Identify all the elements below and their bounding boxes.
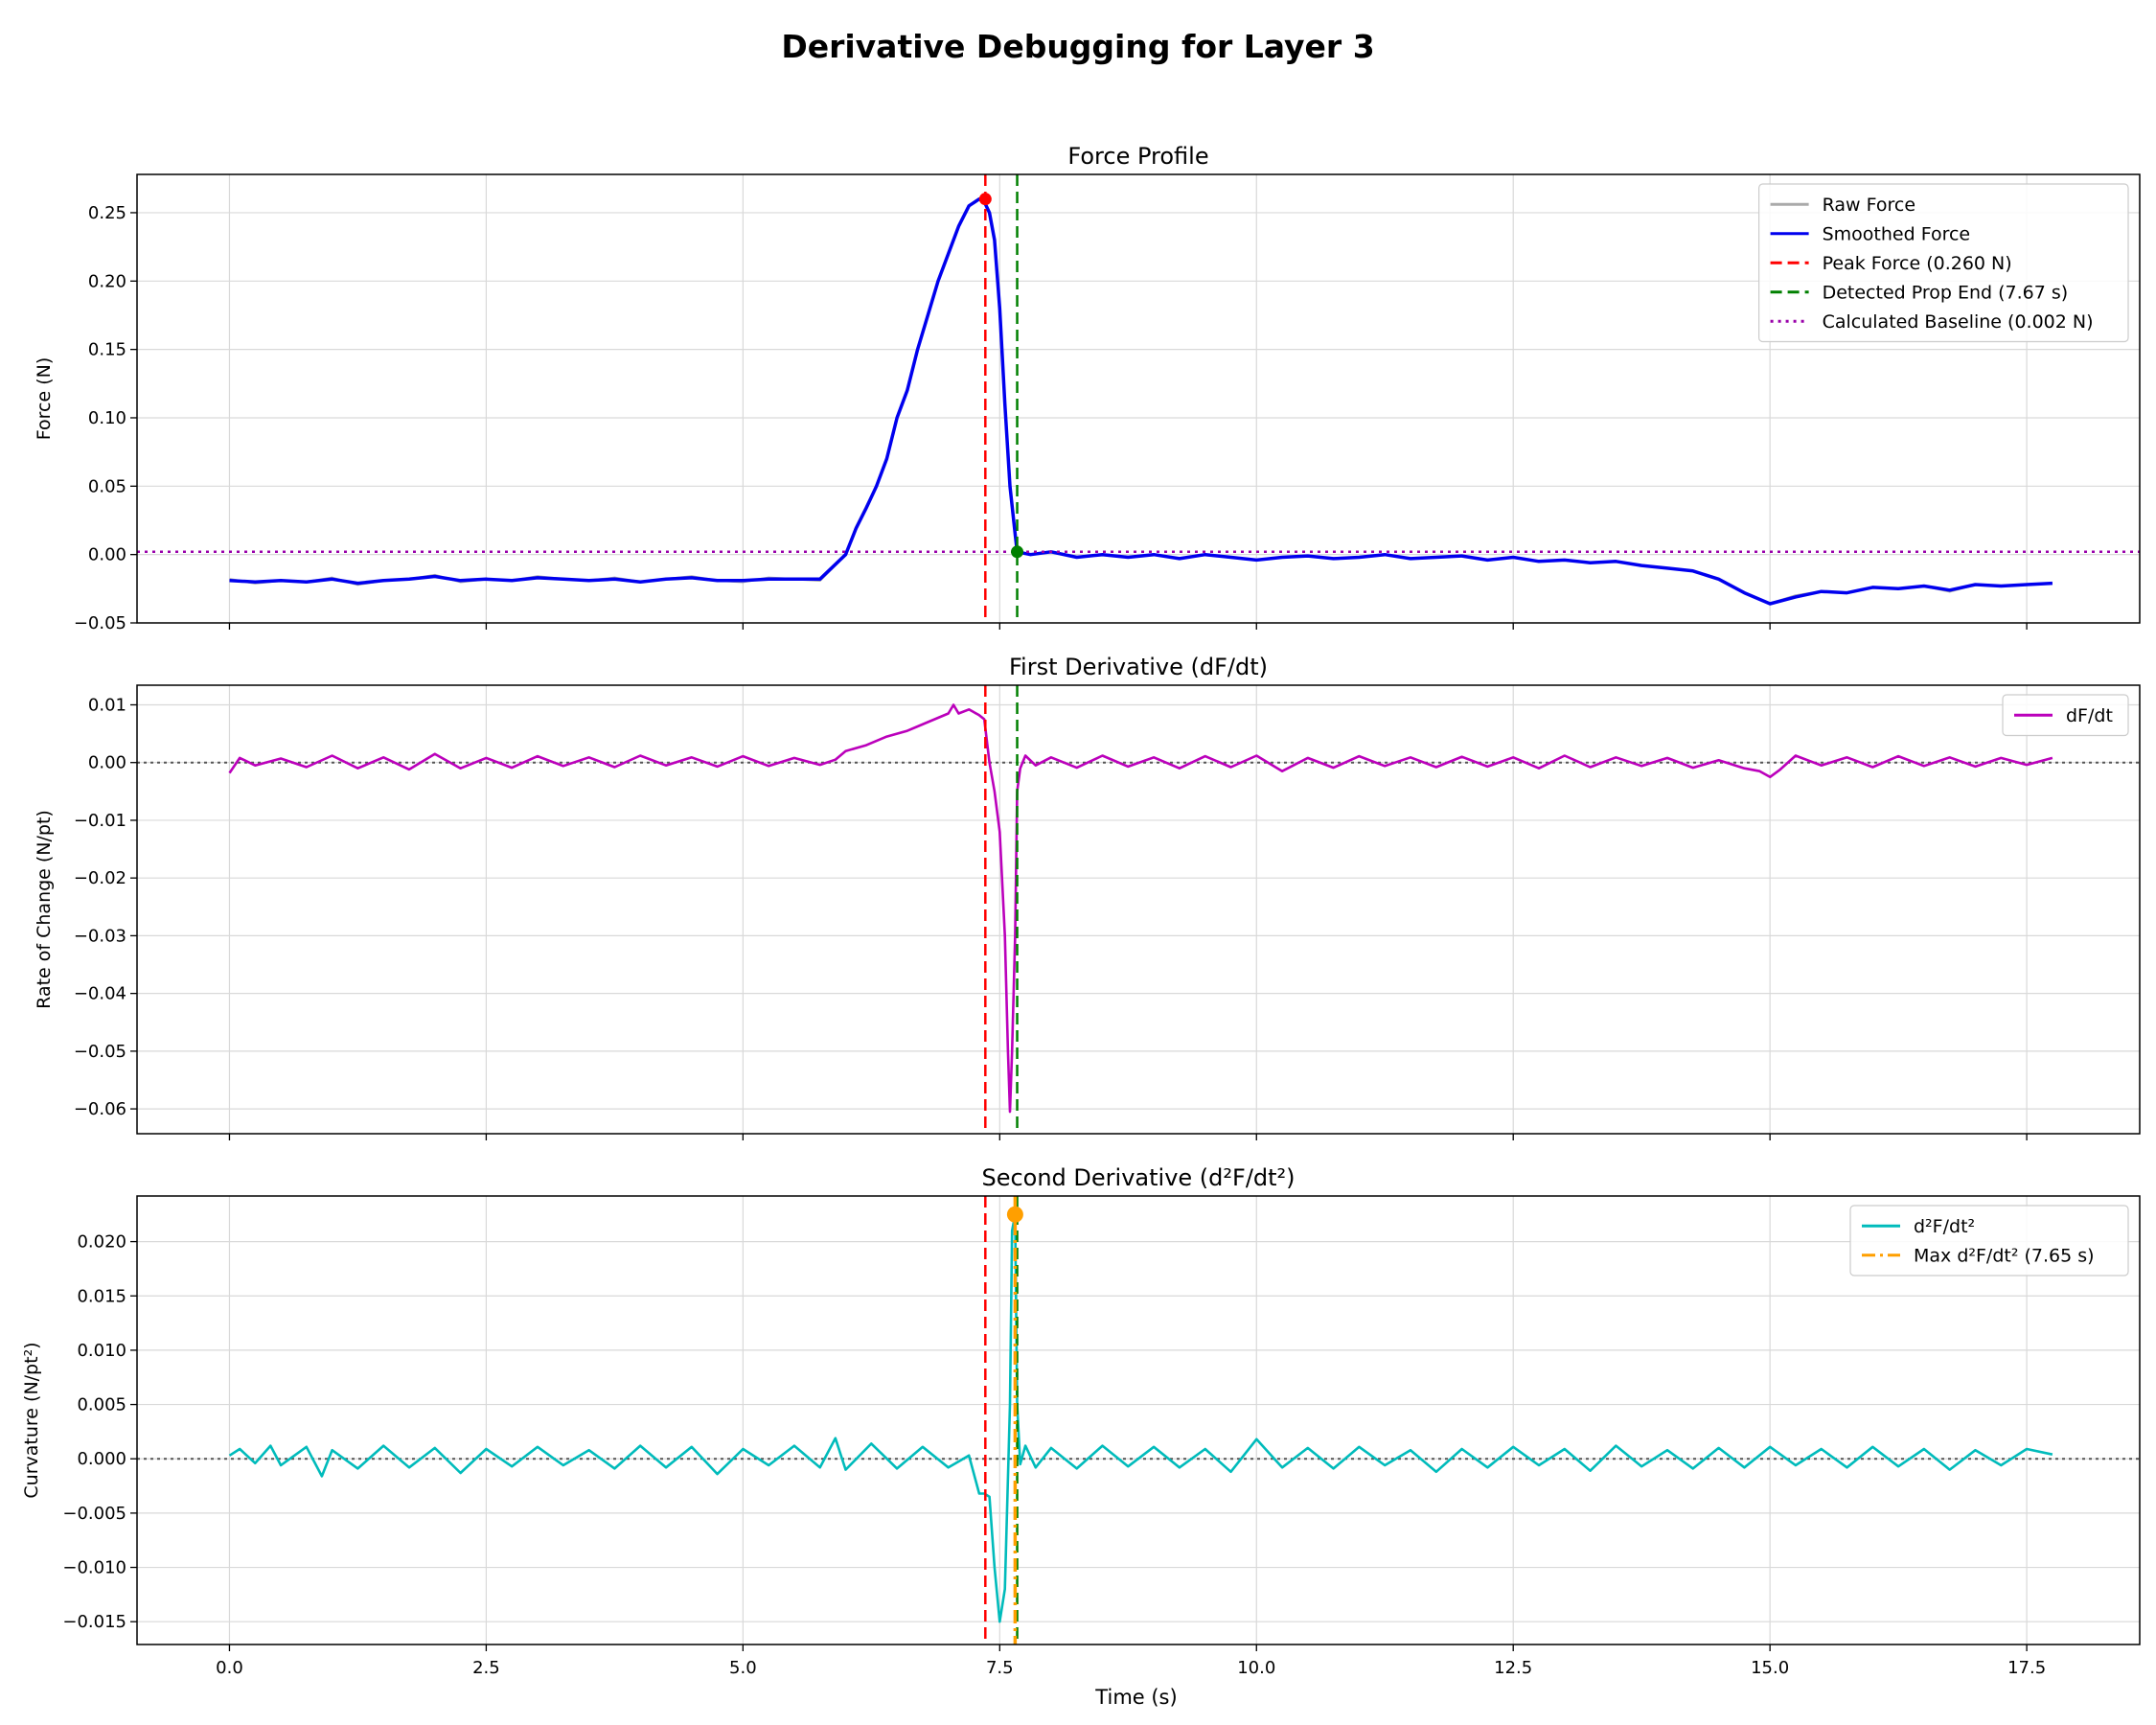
y-axis-label: Force (N) (34, 357, 55, 440)
figure-title: Derivative Debugging for Layer 3 (781, 28, 1374, 65)
legend-box (1849, 1205, 2129, 1276)
panel-1: −0.05 0.00 0.05 0.10 0.15 0.20 0.25 Force Profi… (34, 143, 2141, 633)
x-tick-label: 15.0 (1751, 1658, 1789, 1678)
y-axis-label: Rate of Change (N/pt) (34, 810, 55, 1009)
y-tick-label: 0.20 (88, 271, 126, 291)
plot-area (137, 685, 2140, 1134)
legend-label: Raw Force (1823, 195, 1915, 216)
legend-label: Peak Force (0.260 N) (1823, 253, 2012, 274)
panel-title: Second Derivative (d²F/dt²) (981, 1164, 1295, 1191)
y-tick-label: −0.04 (74, 984, 126, 1004)
x-tick-label: 2.5 (472, 1658, 500, 1678)
y-tick-label: 0.015 (77, 1286, 126, 1306)
y-tick-label: 0.00 (88, 545, 126, 565)
y-tick-label: −0.06 (74, 1099, 126, 1119)
y-tick-label: −0.05 (74, 1042, 126, 1062)
series-line-2 (229, 196, 2053, 606)
y-tick-label: 0.020 (77, 1232, 126, 1253)
y-axis-label: Curvature (N/pt²) (21, 1342, 42, 1498)
panels: −0.05 0.00 0.05 0.10 0.15 0.20 0.25 Force Profi… (21, 143, 2141, 1678)
axes-frame (136, 684, 2141, 1135)
x-tick-label: 17.5 (2007, 1658, 2046, 1678)
axes-frame (136, 1195, 2141, 1645)
x-axis-label: Time (s) (1094, 1686, 1177, 1709)
panel-title: First Derivative (dF/dt) (1009, 654, 1268, 680)
legend-label: dF/dt (2066, 705, 2113, 726)
legend-label: Max d²F/dt² (7.65 s) (1914, 1245, 2095, 1266)
axes-frame (136, 173, 2141, 624)
y-tick-label: −0.010 (62, 1558, 126, 1578)
legend-label: Smoothed Force (1823, 223, 1971, 244)
y-tick-label: 0.005 (77, 1395, 126, 1415)
y-tick-label: −0.03 (74, 926, 126, 946)
x-tick-label: 0.0 (216, 1658, 243, 1678)
x-tick-label: 5.0 (729, 1658, 757, 1678)
marker-1 (1006, 1206, 1023, 1223)
legend: dF/dt (2002, 694, 2129, 737)
y-tick-label: 0.10 (88, 408, 126, 428)
y-tick-label: 0.15 (88, 340, 126, 360)
series-line-1 (228, 1213, 2053, 1623)
y-tick-label: 0.25 (88, 203, 126, 223)
marker-2 (1011, 545, 1024, 559)
x-tick-label: 10.0 (1237, 1658, 1275, 1678)
legend-box (2002, 694, 2129, 737)
panel-3: 0.0 2.5 5.0 7.5 10.0 12.5 15.0 17.5 −0.015 −0.010… (21, 1164, 2141, 1678)
legend-label: Calculated Baseline (0.002 N) (1823, 311, 2094, 333)
x-tick-label: 12.5 (1494, 1658, 1532, 1678)
legend-label: Detected Prop End (7.67 s) (1823, 282, 2069, 303)
x-tick-label: 7.5 (986, 1658, 1014, 1678)
y-tick-label: −0.01 (74, 811, 126, 831)
y-tick-label: −0.02 (74, 868, 126, 888)
panel-2: −0.06 −0.05 −0.04 −0.03 −0.02 −0.01 0.00 0.01 Fi… (34, 654, 2141, 1140)
y-tick-label: −0.015 (62, 1612, 126, 1632)
plot-area (137, 1196, 2140, 1644)
y-tick-label: 0.01 (88, 695, 126, 715)
y-tick-label: 0.000 (77, 1449, 126, 1469)
y-tick-label: −0.005 (62, 1504, 126, 1524)
legend: d²F/dt² Max d²F/dt² (7.65 s) (1849, 1205, 2129, 1276)
legend-label: d²F/dt² (1914, 1216, 1975, 1237)
plot-area (137, 174, 2140, 623)
marker-1 (978, 193, 992, 206)
y-tick-label: 0.010 (77, 1341, 126, 1361)
panel-title: Force Profile (1067, 143, 1208, 170)
y-tick-label: 0.00 (88, 753, 126, 773)
y-tick-label: −0.05 (74, 613, 126, 633)
legend: Raw Force Smoothed Force Peak Force (0.260… (1757, 183, 2129, 343)
y-tick-label: 0.05 (88, 476, 126, 496)
legend-box (1757, 183, 2129, 343)
